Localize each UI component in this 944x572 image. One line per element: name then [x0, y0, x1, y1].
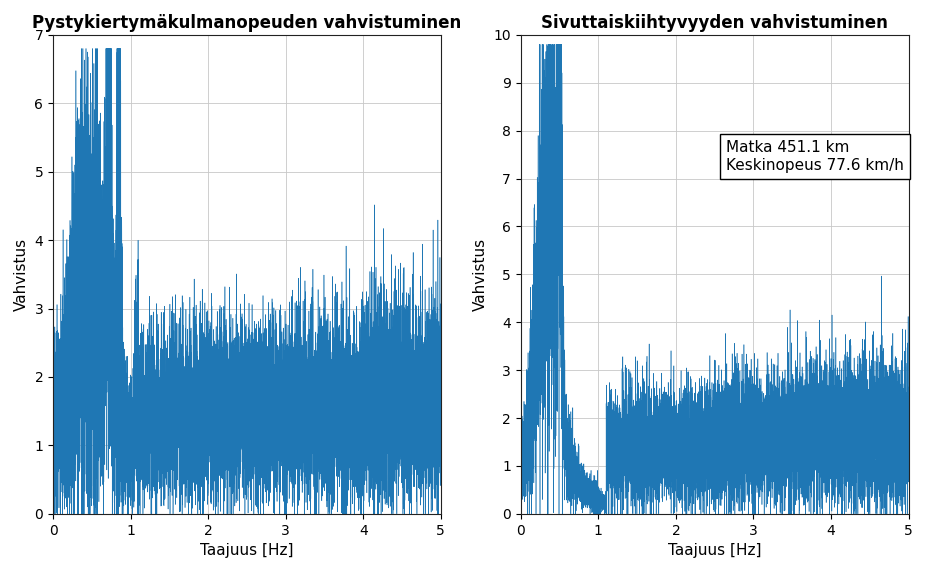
Y-axis label: Vahvistus: Vahvistus: [473, 238, 488, 311]
X-axis label: Taajuus [Hz]: Taajuus [Hz]: [200, 543, 294, 558]
Title: Pystykiertymäkulmanopeuden vahvistuminen: Pystykiertymäkulmanopeuden vahvistuminen: [32, 14, 462, 32]
Y-axis label: Vahvistus: Vahvistus: [14, 238, 29, 311]
Title: Sivuttaiskiihtyvyyden vahvistuminen: Sivuttaiskiihtyvyyden vahvistuminen: [541, 14, 888, 32]
Text: Matka 451.1 km
Keskinopeus 77.6 km/h: Matka 451.1 km Keskinopeus 77.6 km/h: [726, 140, 904, 173]
X-axis label: Taajuus [Hz]: Taajuus [Hz]: [668, 543, 762, 558]
